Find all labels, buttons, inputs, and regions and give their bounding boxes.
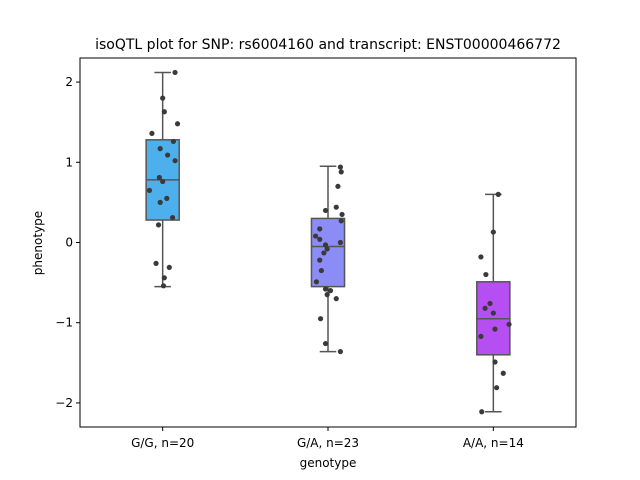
data-point-1-14: [317, 257, 323, 263]
data-point-1-15: [318, 267, 324, 274]
chart-title: isoQTL plot for SNP: rs6004160 and trans…: [95, 37, 561, 53]
data-point-0-9: [156, 174, 162, 181]
data-point-1-19: [324, 292, 330, 298]
data-point-1-21: [317, 316, 324, 322]
data-point-2-9: [478, 333, 484, 339]
x-tick-label-2: A/A, n=14: [463, 436, 524, 450]
data-point-0-0: [172, 69, 178, 76]
data-point-0-16: [153, 260, 159, 266]
data-point-2-10: [492, 359, 498, 365]
data-point-1-20: [333, 296, 339, 302]
box-1: [310, 217, 346, 288]
data-point-1-23: [337, 348, 343, 355]
data-point-0-19: [160, 283, 167, 289]
data-point-0-15: [155, 222, 162, 228]
data-point-1-17: [322, 286, 329, 292]
x-tick-label-1: G/A, n=23: [297, 436, 359, 450]
data-point-1-18: [327, 288, 334, 294]
y-axis-title: phenotype: [31, 211, 45, 275]
y-tick-label-0: −2: [55, 396, 73, 410]
plot-area: −2 −1 0 1 2 G/G, n=20 G/A, n=23 A/A, n=14: [55, 57, 577, 450]
data-point-0-6: [157, 146, 163, 152]
data-point-0-10: [160, 178, 166, 185]
x-axis-title: genotype: [300, 456, 357, 470]
data-point-1-13: [321, 250, 327, 256]
data-point-1-8: [313, 233, 319, 239]
data-point-0-1: [160, 95, 166, 101]
x-tick-label-0: G/G, n=20: [131, 436, 194, 450]
y-tick-label-3: 1: [65, 155, 73, 169]
data-point-2-1: [490, 229, 496, 235]
data-point-2-13: [479, 409, 485, 415]
y-tick-label-4: 2: [65, 75, 73, 89]
data-point-0-2: [161, 109, 167, 115]
data-point-2-6: [490, 310, 496, 316]
data-point-2-2: [478, 254, 484, 260]
data-point-1-1: [338, 169, 344, 175]
y-tick-label-1: −1: [55, 316, 73, 330]
data-point-0-11: [146, 187, 153, 193]
y-tick-label-2: 0: [65, 236, 73, 250]
data-point-1-3: [333, 204, 339, 210]
data-point-0-3: [174, 121, 181, 127]
data-point-2-4: [487, 300, 493, 307]
data-point-2-5: [482, 305, 488, 311]
data-point-2-0: [495, 191, 501, 197]
data-point-2-3: [483, 271, 489, 278]
data-point-0-7: [165, 152, 171, 158]
data-point-1-22: [322, 340, 329, 347]
data-point-2-12: [494, 385, 500, 391]
data-point-1-6: [338, 218, 344, 224]
data-point-0-18: [161, 275, 167, 281]
data-point-1-7: [317, 226, 323, 232]
data-point-2-7: [506, 321, 512, 327]
data-point-0-4: [149, 130, 155, 137]
data-point-1-0: [337, 164, 343, 170]
data-point-1-12: [324, 246, 330, 252]
data-point-0-12: [164, 195, 170, 201]
data-point-0-13: [157, 199, 163, 205]
data-point-0-17: [166, 264, 172, 270]
data-point-1-10: [337, 239, 343, 246]
data-point-1-11: [322, 242, 329, 248]
data-point-1-5: [339, 211, 345, 218]
data-point-1-16: [313, 279, 320, 285]
data-point-1-4: [322, 207, 329, 214]
data-point-2-11: [500, 370, 506, 376]
data-point-1-2: [335, 183, 341, 189]
data-point-0-14: [169, 215, 176, 221]
data-point-0-5: [170, 138, 177, 145]
data-point-0-8: [172, 158, 178, 164]
data-point-1-9: [317, 236, 323, 242]
data-point-2-8: [492, 326, 498, 332]
